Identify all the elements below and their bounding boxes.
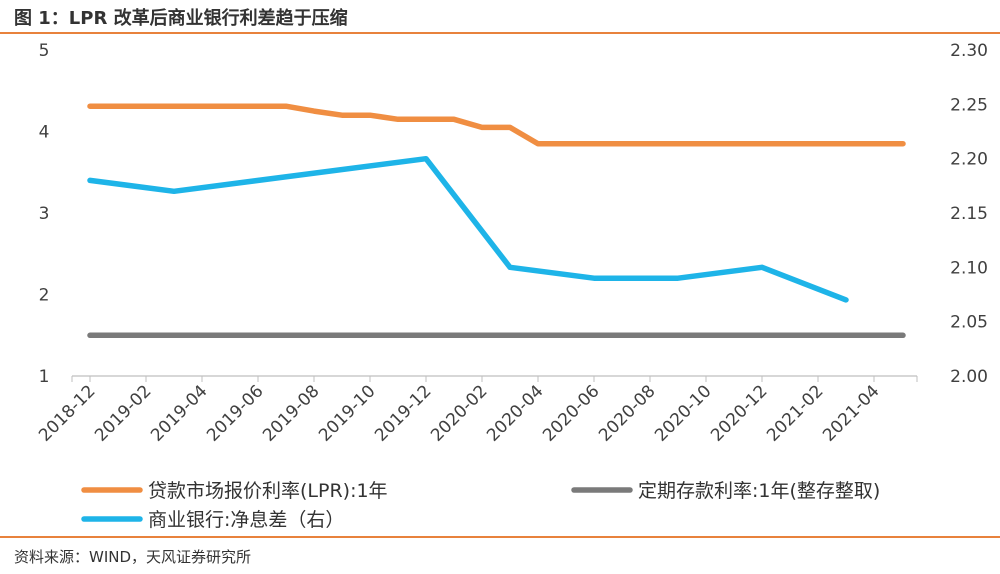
y-right-tick-label: 2.30 bbox=[950, 41, 988, 61]
y-left-tick-label: 1 bbox=[39, 367, 50, 387]
y-right-tick-label: 2.25 bbox=[950, 95, 988, 115]
legend-label-2: 商业银行:净息差（右） bbox=[148, 509, 344, 531]
y-left-tick-label: 4 bbox=[39, 123, 50, 143]
top-rule bbox=[0, 32, 1000, 34]
x-tick-label: 2020-02 bbox=[427, 381, 491, 445]
source-note: 资料来源：WIND，天风证券研究所 bbox=[14, 548, 252, 566]
x-tick-label: 2020-06 bbox=[539, 381, 603, 445]
x-tick-label: 2019-08 bbox=[259, 381, 323, 445]
series-group bbox=[87, 103, 906, 339]
tick-labels-group: 1 2 3 4 5 2.00 2.05 2.10 2.15 2.20 2.25 2.30 2018-12… bbox=[35, 41, 988, 446]
y-right-tick-label: 2.10 bbox=[950, 258, 988, 278]
series-line-0 bbox=[87, 103, 906, 147]
series-line-2 bbox=[87, 155, 849, 303]
x-tick-label: 2020-10 bbox=[651, 381, 715, 445]
x-tick-label: 2019-06 bbox=[203, 381, 267, 445]
x-tick-label: 2019-12 bbox=[371, 381, 435, 445]
x-tick-label: 2018-12 bbox=[35, 381, 99, 445]
x-tick-label: 2020-04 bbox=[483, 381, 547, 445]
y-right-tick-label: 2.20 bbox=[950, 150, 988, 170]
y-left-tick-label: 3 bbox=[39, 204, 50, 224]
y-right-tick-label: 2.00 bbox=[950, 367, 988, 387]
y-left-tick-label: 5 bbox=[39, 41, 50, 61]
y-left-tick-label: 2 bbox=[39, 286, 50, 306]
x-tick-label: 2020-12 bbox=[707, 381, 771, 445]
x-tick-label: 2019-04 bbox=[147, 381, 211, 445]
legend-group: 贷款市场报价利率(LPR):1年 定期存款利率:1年(整存整取) 商业银行:净息差（… bbox=[81, 480, 880, 531]
legend-label-1: 定期存款利率:1年(整存整取) bbox=[638, 480, 880, 502]
y-right-tick-label: 2.05 bbox=[950, 313, 988, 333]
figure-title: 图 1：LPR 改革后商业银行利差趋于压缩 bbox=[14, 8, 348, 29]
x-tick-label: 2020-08 bbox=[595, 381, 659, 445]
x-tick-label: 2021-04 bbox=[819, 381, 883, 445]
bottom-rule bbox=[0, 536, 1000, 538]
x-tick-label: 2019-10 bbox=[315, 381, 379, 445]
x-tick-label: 2019-02 bbox=[91, 381, 155, 445]
legend-label-0: 贷款市场报价利率(LPR):1年 bbox=[148, 480, 388, 502]
x-tick-label: 2021-02 bbox=[763, 381, 827, 445]
axes-group bbox=[71, 375, 918, 382]
y-right-tick-label: 2.15 bbox=[950, 204, 988, 224]
